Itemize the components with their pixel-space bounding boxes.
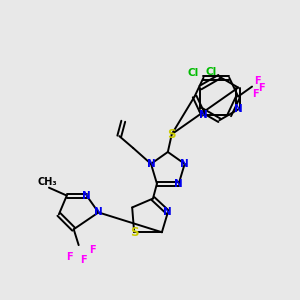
Text: N: N — [164, 207, 172, 218]
Text: N: N — [180, 159, 189, 169]
Text: Cl: Cl — [188, 68, 199, 78]
Text: N: N — [234, 104, 243, 114]
Text: N: N — [82, 190, 91, 201]
Text: N: N — [199, 110, 208, 120]
Text: N: N — [174, 179, 183, 189]
Text: F: F — [66, 252, 73, 262]
Text: F: F — [80, 255, 87, 265]
Text: S: S — [130, 226, 138, 239]
Text: F: F — [258, 82, 264, 93]
Text: Cl: Cl — [206, 67, 217, 77]
Text: N: N — [147, 159, 155, 169]
Text: S: S — [167, 128, 176, 141]
Text: F: F — [89, 245, 96, 255]
Text: F: F — [254, 76, 260, 85]
Text: F: F — [252, 88, 258, 98]
Text: CH₃: CH₃ — [37, 177, 57, 187]
Text: N: N — [94, 207, 103, 218]
